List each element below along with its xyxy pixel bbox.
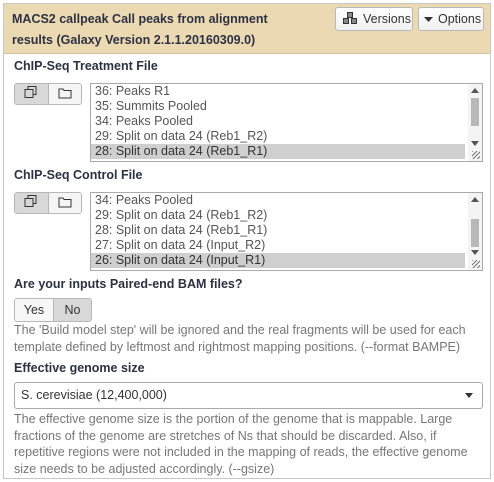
scroll-down-icon[interactable] [471, 250, 479, 255]
resize-grip-icon[interactable] [472, 260, 480, 268]
paired-end-toggle: Yes No [14, 298, 92, 322]
caret-down-icon [424, 12, 433, 26]
treatment-select[interactable]: 36: Peaks R1 35: Summits Pooled 34: Peak… [90, 83, 483, 162]
versions-label: Versions [363, 12, 411, 26]
collection-button[interactable] [47, 84, 81, 104]
list-item[interactable]: 34: Peaks Pooled [95, 114, 193, 128]
options-button[interactable]: Options [418, 7, 484, 31]
tool-header: MACS2 callpeak Call peaks from alignment… [4, 4, 490, 54]
multiple-datasets-button[interactable] [15, 193, 48, 213]
control-mode-group [14, 192, 82, 214]
tool-form: MACS2 callpeak Call peaks from alignment… [3, 3, 491, 479]
chevron-down-icon [465, 393, 473, 398]
tool-title: MACS2 callpeak Call peaks from alignment… [12, 12, 268, 47]
treatment-mode-group [14, 83, 82, 105]
scrollbar[interactable] [468, 84, 482, 161]
scroll-down-icon[interactable] [471, 141, 479, 146]
multiple-datasets-button[interactable] [15, 84, 48, 104]
control-label: ChIP-Seq Control File [14, 168, 143, 182]
list-item[interactable]: 28: Split on data 24 (Reb1_R1) [95, 223, 268, 237]
control-select[interactable]: 34: Peaks Pooled 29: Split on data 24 (R… [90, 192, 483, 271]
list-item[interactable]: 35: Summits Pooled [95, 99, 207, 113]
options-label: Options [438, 12, 482, 26]
copy-icon [24, 86, 38, 102]
folder-icon [58, 196, 72, 211]
copy-icon [24, 195, 38, 211]
genome-size-select[interactable]: S. cerevisiae (12,400,000) [14, 382, 483, 409]
list-item[interactable]: 29: Split on data 24 (Reb1_R2) [95, 129, 268, 143]
versions-button[interactable]: Versions [335, 7, 413, 31]
list-item[interactable]: 36: Peaks R1 [95, 84, 171, 98]
folder-icon [58, 87, 72, 102]
list-item[interactable]: 27: Split on data 24 (Input_R2) [95, 238, 266, 252]
no-button[interactable]: No [52, 299, 91, 321]
list-item[interactable]: 29: Split on data 24 (Reb1_R2) [95, 208, 268, 222]
scroll-up-icon[interactable] [471, 88, 479, 93]
scrollbar[interactable] [468, 193, 482, 270]
resize-grip-icon[interactable] [472, 151, 480, 159]
genome-size-value: S. cerevisiae (12,400,000) [21, 388, 167, 402]
list-item-selected[interactable]: 26: Split on data 24 (Input_R1) [91, 253, 465, 268]
treatment-label: ChIP-Seq Treatment File [14, 59, 158, 73]
scroll-up-icon[interactable] [471, 197, 479, 202]
cubes-icon [342, 11, 358, 28]
paired-end-help: The 'Build model step' will be ignored a… [14, 323, 466, 354]
paired-end-label: Are your inputs Paired-end BAM files? [14, 277, 243, 291]
list-item-selected[interactable]: 28: Split on data 24 (Reb1_R1) [91, 144, 465, 159]
collection-button[interactable] [47, 193, 81, 213]
genome-size-label: Effective genome size [14, 361, 145, 375]
scroll-thumb[interactable] [471, 98, 479, 126]
yes-button[interactable]: Yes [15, 299, 53, 321]
scroll-thumb[interactable] [471, 219, 479, 247]
genome-size-help: The effective genome size is the portion… [14, 412, 468, 476]
list-item[interactable]: 34: Peaks Pooled [95, 193, 193, 207]
